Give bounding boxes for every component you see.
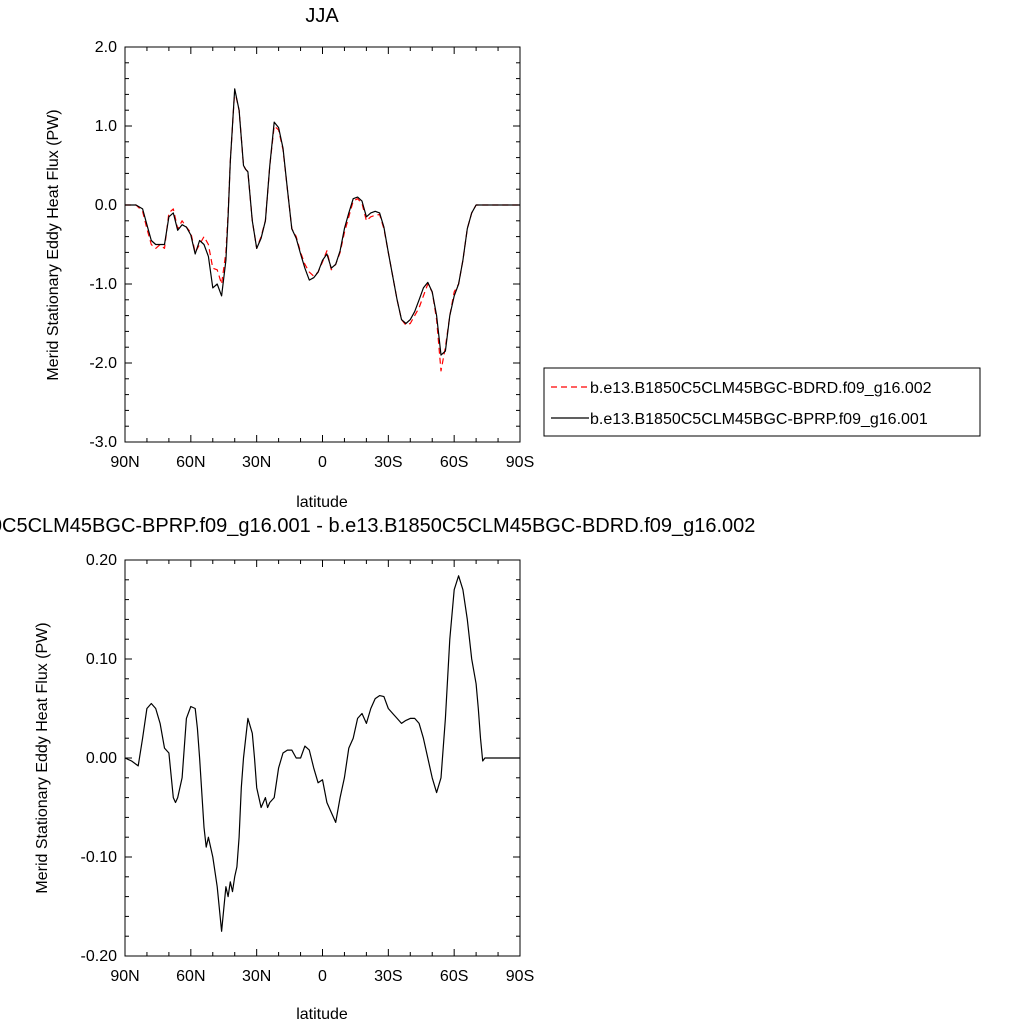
panel-top-title: JJA	[305, 5, 339, 27]
legend: b.e13.B1850C5CLM45BGC-BDRD.f09_g16.002 b…	[543, 367, 981, 437]
panel-bottom-xtick-label: 0	[318, 968, 327, 985]
panel-top-series-line-1	[125, 88, 520, 356]
panel-top-xtick-label: 60S	[440, 454, 468, 471]
panel-top-xtick-label: 30N	[242, 454, 271, 471]
panel-bottom-ytick-label: -0.10	[81, 849, 118, 866]
panel-bottom-series-line-0	[124, 575, 520, 932]
panel-top-xtick-label: 0	[318, 454, 327, 471]
panel-top: JJA 90N 60N 30N 0 30S 60S 90S 2.0 1.0 0.0 -1.0 -2.0…	[45, 5, 981, 511]
panel-bottom-xtick-label: 30S	[374, 968, 402, 985]
panel-bottom-axes: 90N 60N 30N 0 30S 60S 90S 0.20 0.10 0.00 -0.10 -0.2…	[81, 552, 535, 985]
panel-bottom-series	[124, 575, 520, 932]
panel-bottom-ytick-label: 0.00	[86, 750, 117, 767]
panel-top-xtick-label: 60N	[176, 454, 205, 471]
panel-top-xtick-label: 90S	[506, 454, 534, 471]
panel-bottom-ytick-label: 0.20	[86, 552, 117, 569]
panel-bottom-xtick-label: 60N	[176, 968, 205, 985]
panel-bottom-ylabel: Merid Stationary Eddy Heat Flux (PW)	[34, 622, 51, 893]
panel-bottom-xtick-label: 30N	[242, 968, 271, 985]
panel-bottom-frame	[124, 559, 521, 957]
panel-top-ytick-label: -1.0	[89, 276, 117, 293]
panel-bottom-xlabel: latitude	[296, 1006, 348, 1023]
panel-bottom-ytick-label: -0.20	[81, 948, 118, 965]
panel-bottom-title: b.e13.B1850C5CLM45BGC-BPRP.f09_g16.001 -…	[0, 515, 755, 537]
panel-bottom-xtick-label: 90S	[506, 968, 534, 985]
panel-top-ytick-label: 0.0	[95, 197, 117, 214]
panel-top-ytick-label: -3.0	[89, 434, 117, 451]
panel-bottom-xtick-label: 60S	[440, 968, 468, 985]
panel-top-xlabel: latitude	[296, 494, 348, 511]
panel-top-ytick-label: 2.0	[95, 39, 117, 56]
panel-top-frame	[124, 46, 521, 443]
panel-bottom-ytick-label: 0.10	[86, 651, 117, 668]
legend-label-bdrd: b.e13.B1850C5CLM45BGC-BDRD.f09_g16.002	[590, 380, 932, 397]
legend-label-bprp: b.e13.B1850C5CLM45BGC-BPRP.f09_g16.001	[590, 411, 928, 428]
panel-top-ytick-label: -2.0	[89, 355, 117, 372]
panel-top-ylabel: Merid Stationary Eddy Heat Flux (PW)	[45, 109, 62, 380]
panel-bottom: b.e13.B1850C5CLM45BGC-BPRP.f09_g16.001 -…	[0, 515, 755, 1023]
legend-box	[543, 367, 981, 437]
panel-top-ytick-label: 1.0	[95, 118, 117, 135]
panel-bottom-xtick-label: 90N	[110, 968, 139, 985]
panel-top-xtick-label: 90N	[110, 454, 139, 471]
panel-top-series	[125, 88, 520, 372]
panel-top-xtick-label: 30S	[374, 454, 402, 471]
